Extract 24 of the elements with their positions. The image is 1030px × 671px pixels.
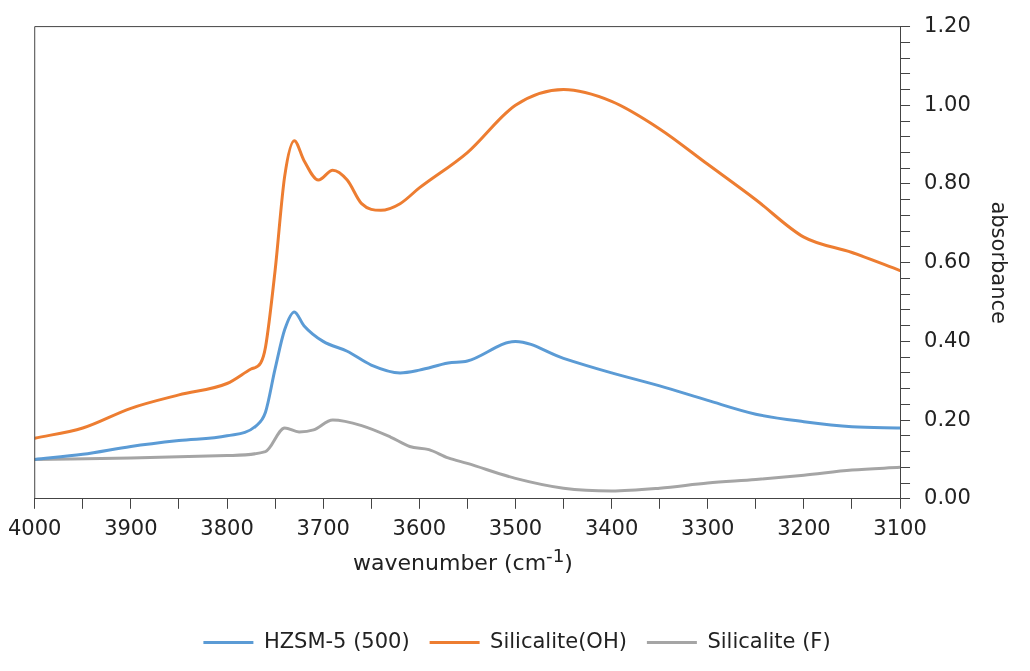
y-tick-label: 0.80	[924, 170, 971, 195]
legend-label: HZSM-5 (500)	[263, 628, 410, 653]
x-tick-label: 3400	[584, 515, 639, 540]
x-tick-label: 3800	[200, 515, 254, 540]
x-tick-label: 4000	[8, 515, 62, 540]
x-axis-title: wavenumber (cm$^{-1}$)	[352, 545, 574, 576]
line-series	[34, 310, 901, 461]
y-tick-label: 0.60	[924, 249, 971, 274]
y-tick-label: 1.20	[924, 13, 971, 38]
line-series	[34, 88, 901, 440]
x-tick-label: 3200	[777, 515, 831, 540]
legend-label: Silicalite(OH)	[490, 628, 627, 653]
x-tick-label: 3100	[873, 515, 927, 540]
y-tick-label: 1.00	[924, 91, 971, 116]
x-tick-label: 3600	[392, 515, 447, 540]
legend-label: Silicalite (F)	[707, 628, 831, 653]
x-tick-label: 3500	[488, 515, 543, 540]
y-tick-label: 0.00	[924, 485, 971, 510]
y-tick-label: 0.40	[924, 327, 971, 352]
x-tick-label: 3300	[681, 515, 735, 540]
y-axis-title: absorbance	[986, 201, 1011, 324]
y-tick-label: 0.20	[924, 406, 971, 431]
x-tick-label: 3700	[296, 515, 350, 540]
x-tick-label: 3900	[104, 515, 158, 540]
